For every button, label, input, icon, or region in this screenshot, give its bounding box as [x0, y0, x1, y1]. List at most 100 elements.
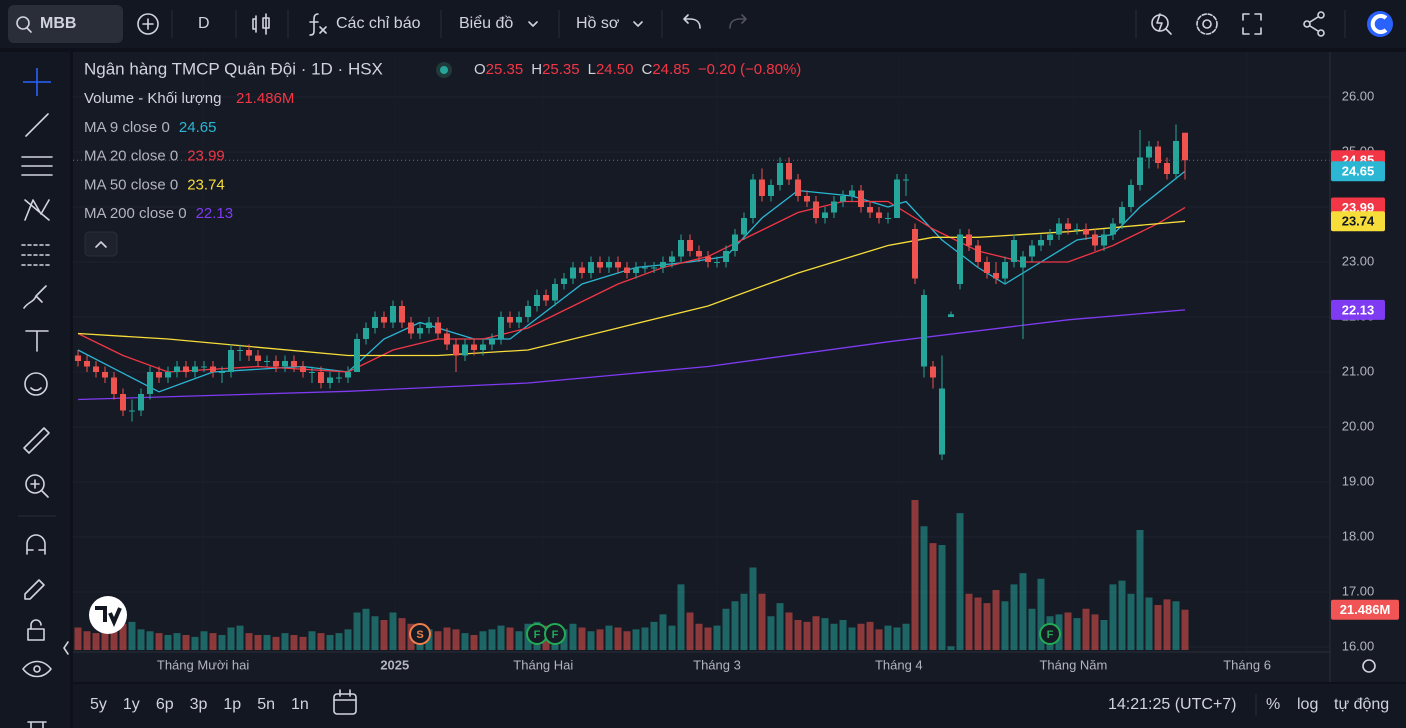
settings-button[interactable]: [1196, 13, 1218, 35]
candle-body: [147, 372, 153, 394]
volume-bar: [902, 623, 910, 650]
candle-body: [1128, 185, 1134, 207]
text-tool[interactable]: [25, 330, 49, 352]
volume-bar: [974, 597, 982, 650]
ma-legend-value: 22.13: [196, 205, 234, 222]
volume-bar: [983, 603, 991, 650]
hide-tool[interactable]: [22, 660, 52, 678]
plus-icon: [142, 18, 154, 30]
symbol-search[interactable]: [8, 5, 123, 43]
candle-body: [174, 366, 180, 372]
ruler-tool[interactable]: [23, 427, 50, 454]
brush-tool[interactable]: [23, 285, 47, 309]
delete-tool[interactable]: [27, 721, 47, 728]
legend-title: Ngân hàng TMCP Quân Đội · 1D · HSX: [84, 59, 383, 78]
volume-bar: [578, 627, 586, 650]
goto-date-button[interactable]: [333, 693, 357, 715]
volume-bar: [335, 633, 343, 650]
range-button[interactable]: 3p: [190, 696, 208, 713]
event-marker[interactable]: [1039, 623, 1061, 645]
ohlc-key: O: [474, 61, 486, 78]
chart-style-button[interactable]: [252, 13, 270, 35]
candle-body: [246, 350, 252, 356]
volume-bar: [470, 635, 478, 650]
fib-tool[interactable]: [21, 156, 53, 176]
volume-bar: [803, 621, 811, 650]
candle-body: [966, 234, 972, 246]
compare-button[interactable]: [137, 13, 159, 35]
range-button[interactable]: 5n: [257, 696, 275, 713]
chart-menu[interactable]: Biểu đồ: [459, 14, 513, 32]
candle-body: [336, 377, 342, 379]
candle-body: [318, 372, 324, 383]
volume-bar: [389, 612, 397, 650]
volume-bar: [740, 593, 748, 650]
range-button[interactable]: 1y: [123, 696, 140, 713]
volume-bar: [668, 625, 676, 650]
range-button[interactable]: 5y: [90, 696, 107, 713]
event-marker[interactable]: [409, 623, 431, 645]
auto-toggle[interactable]: tự động: [1334, 696, 1389, 713]
profile-menu[interactable]: Hồ sơ: [576, 15, 620, 32]
zoom-tool[interactable]: [25, 474, 45, 494]
candle-body: [642, 267, 648, 269]
undo-button[interactable]: [683, 14, 701, 29]
volume-bar: [92, 633, 100, 650]
pattern-tool[interactable]: [24, 199, 50, 221]
volume-bar: [659, 614, 667, 650]
range-button[interactable]: 1n: [291, 696, 309, 713]
candle-body: [1164, 163, 1170, 174]
candle-body: [309, 372, 315, 373]
top-toolbar: [0, 0, 1406, 48]
candle-body: [624, 267, 630, 273]
volume-bar: [299, 636, 307, 650]
volume-bar: [758, 593, 766, 650]
share-button[interactable]: [1309, 16, 1319, 32]
candle-body: [516, 317, 522, 323]
axis-settings-button[interactable]: [1362, 659, 1376, 673]
redo-button[interactable]: [729, 14, 747, 29]
crosshair-tool[interactable]: [23, 68, 51, 96]
range-button[interactable]: 6p: [156, 696, 174, 713]
candle-body: [768, 185, 774, 196]
price-tick-label: 26.00: [1342, 88, 1375, 103]
candle-body: [552, 284, 558, 301]
stay-drawing-tool[interactable]: [24, 579, 45, 600]
magnet-tool[interactable]: [26, 534, 46, 555]
emoji-tool[interactable]: [24, 372, 48, 396]
ohlc-value: 24.85: [652, 61, 690, 78]
candle-body: [957, 234, 963, 284]
symbol[interactable]: MBB: [40, 15, 76, 32]
volume-bar: [1064, 612, 1072, 650]
volume-bar: [497, 625, 505, 650]
candle-body: [696, 251, 702, 257]
volume-badge-label: 21.486M: [1340, 602, 1391, 617]
range-button[interactable]: 1p: [223, 696, 241, 713]
volume-badge: [1331, 599, 1399, 620]
candle-body: [840, 196, 846, 202]
fullscreen-button[interactable]: [1242, 13, 1262, 35]
volume-bar: [200, 631, 208, 650]
volume-bar: [920, 526, 928, 650]
volume-bar: [956, 513, 964, 650]
quick-search-icon: [1156, 13, 1172, 35]
lock-tool[interactable]: [27, 628, 45, 641]
ma-legend-name: MA 50 close 0: [84, 176, 178, 193]
market-status-dot: [440, 66, 448, 74]
volume-bar: [173, 633, 181, 650]
volume-bar: [767, 616, 775, 650]
price-tick-label: 18.00: [1342, 528, 1375, 543]
percent-toggle[interactable]: %: [1266, 696, 1280, 713]
event-marker[interactable]: [544, 623, 566, 645]
volume-bar: [434, 631, 442, 650]
log-toggle[interactable]: log: [1297, 696, 1318, 713]
volume-bar: [164, 635, 172, 650]
interval[interactable]: D: [198, 15, 210, 32]
forecast-tool[interactable]: [21, 244, 53, 266]
candle-body: [903, 179, 909, 181]
collapse-toolbar[interactable]: [63, 641, 69, 655]
volume-bar: [245, 633, 253, 650]
indicators-button[interactable]: Các chỉ báo: [336, 15, 421, 32]
legend-collapse-button[interactable]: [84, 231, 118, 257]
trend-line-tool[interactable]: [25, 113, 49, 137]
